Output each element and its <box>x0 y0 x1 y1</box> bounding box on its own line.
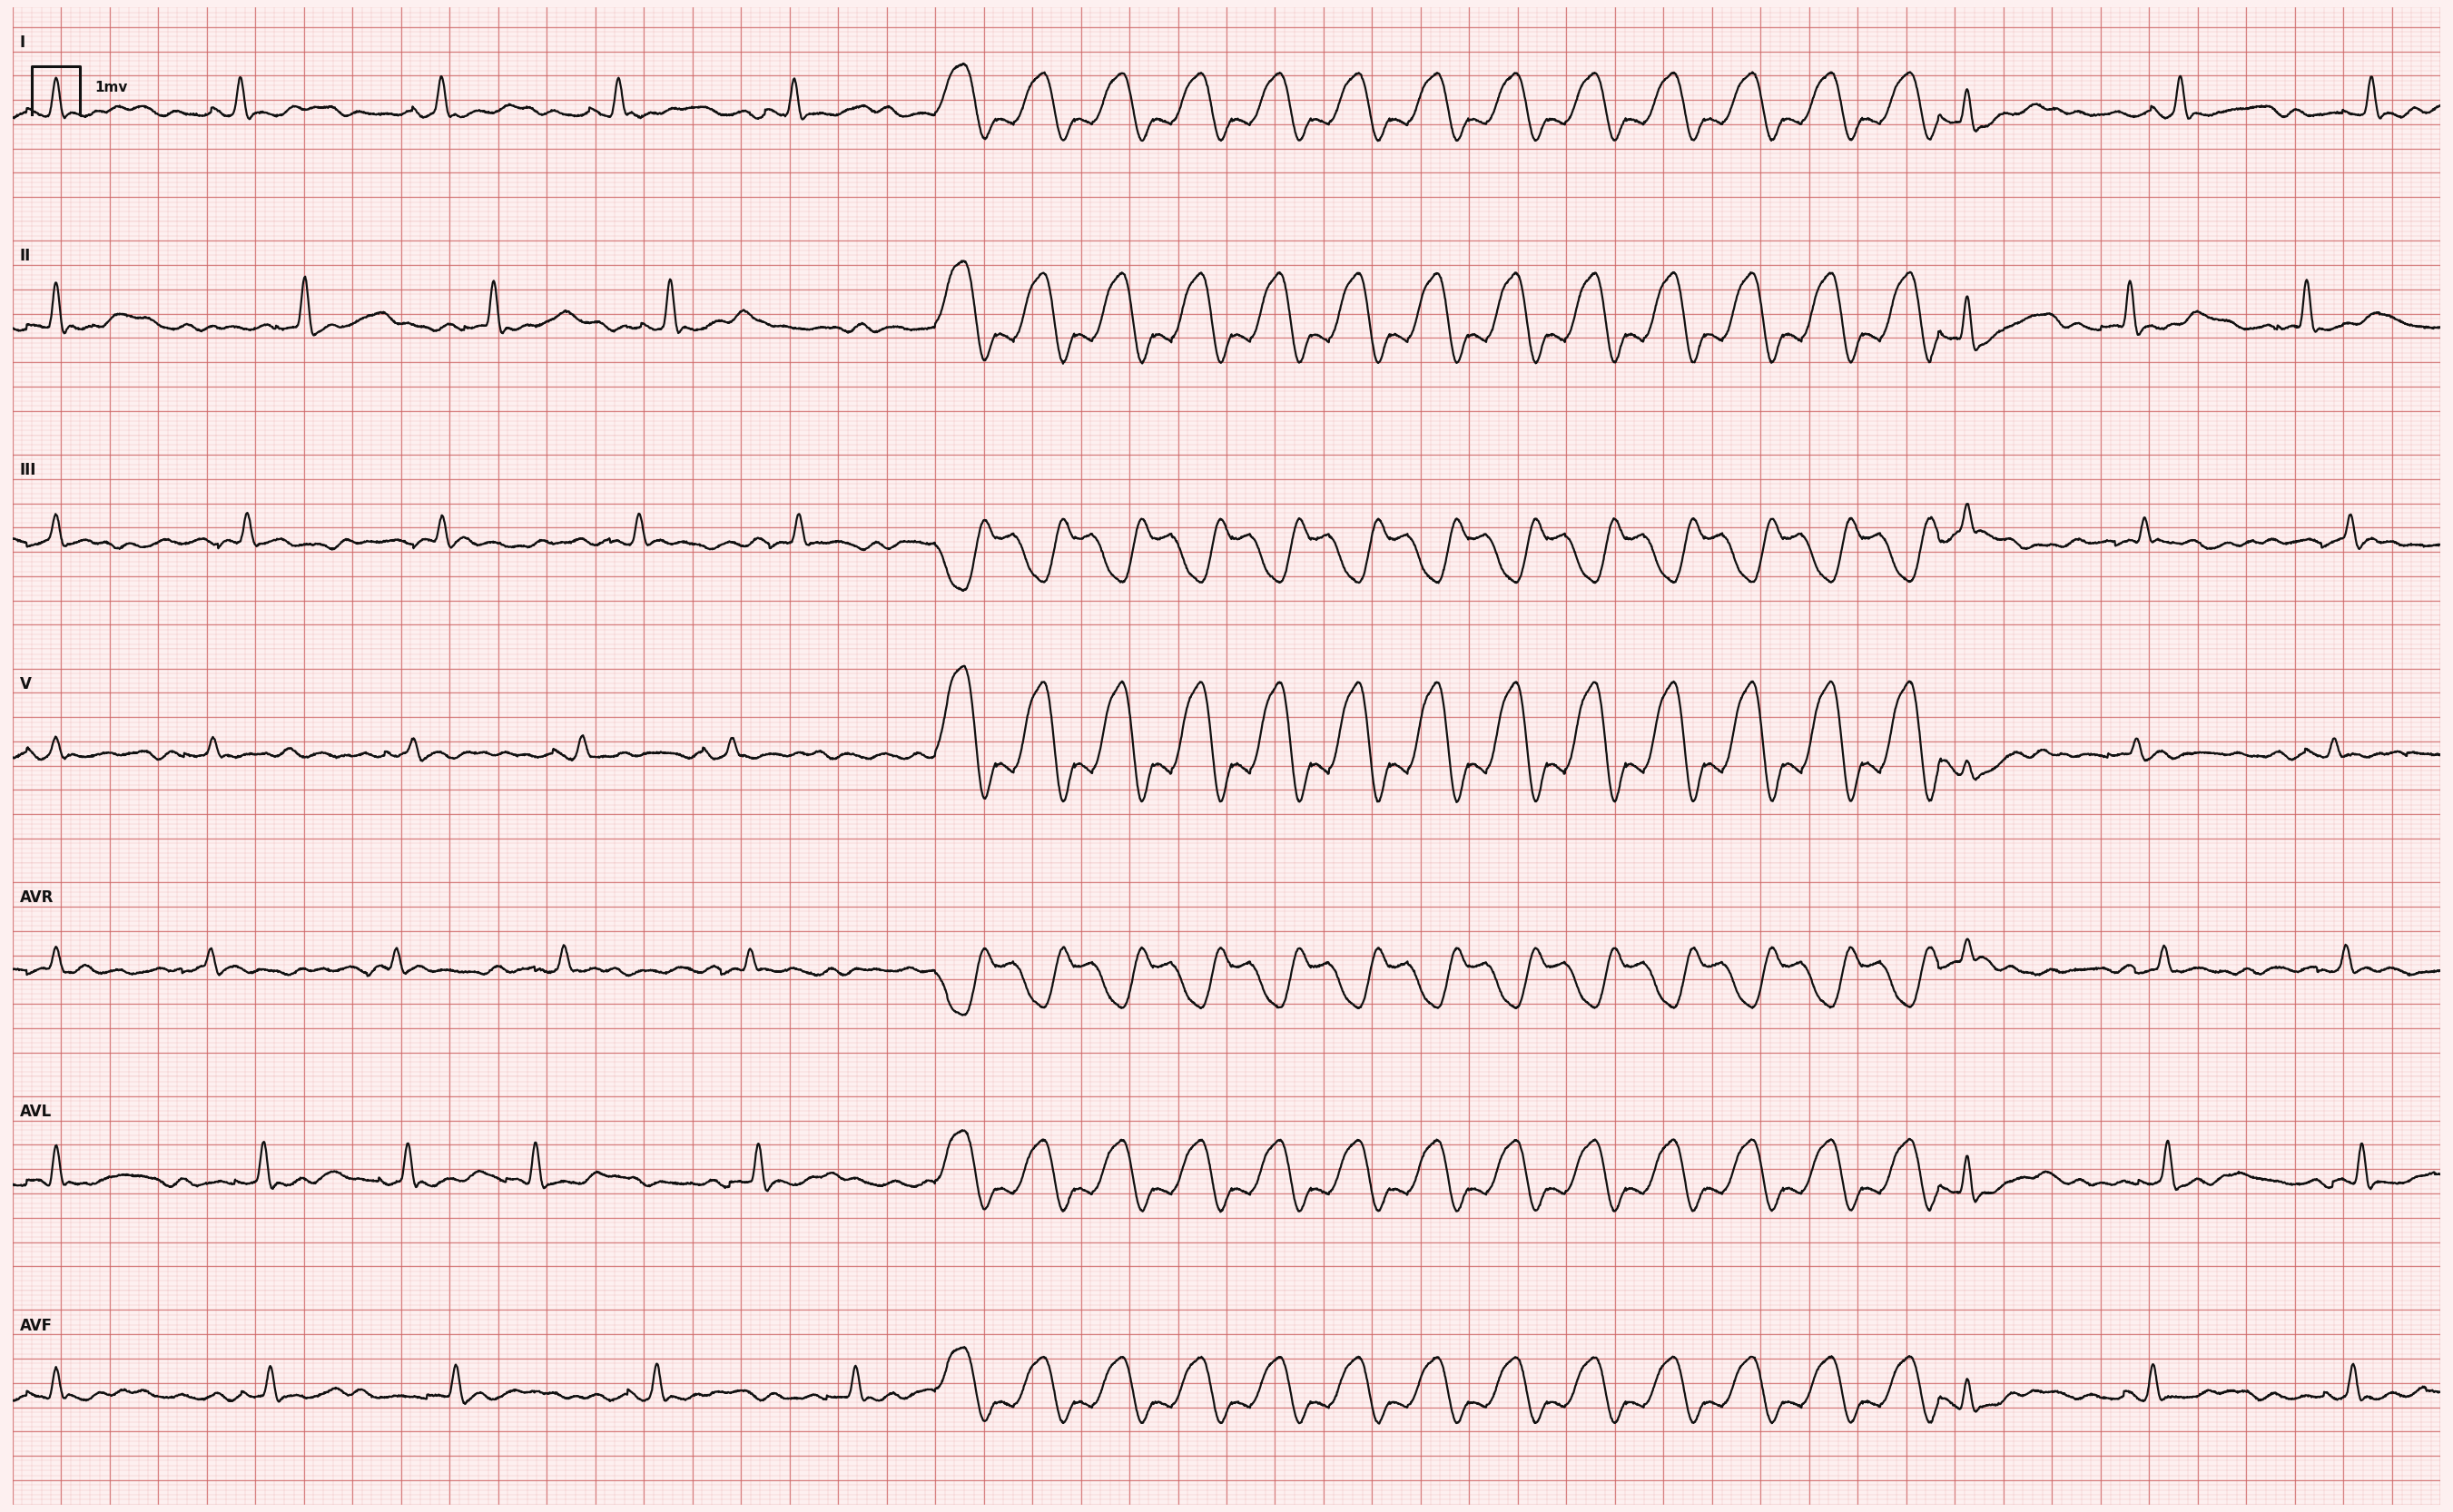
Text: V: V <box>20 676 32 692</box>
Text: II: II <box>20 248 32 265</box>
Text: AVF: AVF <box>20 1317 52 1334</box>
Text: 1mv: 1mv <box>96 82 128 95</box>
Text: I: I <box>20 35 25 50</box>
Text: AVL: AVL <box>20 1104 52 1120</box>
Text: III: III <box>20 463 37 478</box>
Text: AVR: AVR <box>20 889 54 906</box>
